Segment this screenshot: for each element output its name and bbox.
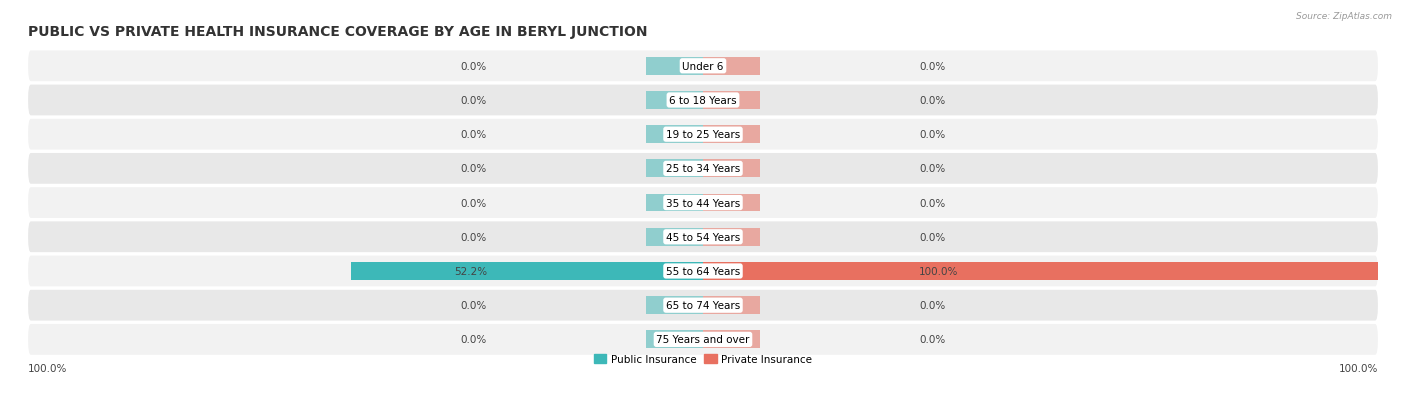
Bar — [645, 160, 703, 178]
Text: 0.0%: 0.0% — [920, 164, 945, 174]
Bar — [703, 331, 761, 349]
Bar — [645, 297, 703, 314]
Text: 65 to 74 Years: 65 to 74 Years — [666, 300, 740, 311]
Text: 0.0%: 0.0% — [920, 130, 945, 140]
FancyBboxPatch shape — [28, 290, 1378, 321]
Legend: Public Insurance, Private Insurance: Public Insurance, Private Insurance — [593, 354, 813, 365]
Text: 0.0%: 0.0% — [920, 300, 945, 311]
Text: 0.0%: 0.0% — [461, 198, 486, 208]
Text: 0.0%: 0.0% — [920, 335, 945, 344]
Text: 100.0%: 100.0% — [920, 266, 959, 276]
FancyBboxPatch shape — [28, 85, 1378, 116]
Text: 0.0%: 0.0% — [461, 232, 486, 242]
Bar — [350, 262, 703, 280]
Bar — [703, 194, 761, 212]
Text: 45 to 54 Years: 45 to 54 Years — [666, 232, 740, 242]
Text: 25 to 34 Years: 25 to 34 Years — [666, 164, 740, 174]
Text: PUBLIC VS PRIVATE HEALTH INSURANCE COVERAGE BY AGE IN BERYL JUNCTION: PUBLIC VS PRIVATE HEALTH INSURANCE COVER… — [28, 25, 648, 39]
Text: 0.0%: 0.0% — [461, 62, 486, 71]
Text: 0.0%: 0.0% — [461, 335, 486, 344]
Text: 0.0%: 0.0% — [920, 198, 945, 208]
FancyBboxPatch shape — [28, 324, 1378, 355]
Bar — [703, 160, 761, 178]
Text: Under 6: Under 6 — [682, 62, 724, 71]
Text: Source: ZipAtlas.com: Source: ZipAtlas.com — [1296, 12, 1392, 21]
FancyBboxPatch shape — [28, 222, 1378, 253]
Bar — [703, 228, 761, 246]
FancyBboxPatch shape — [28, 51, 1378, 82]
Text: 100.0%: 100.0% — [1339, 363, 1378, 373]
Text: 0.0%: 0.0% — [461, 300, 486, 311]
Text: 0.0%: 0.0% — [461, 130, 486, 140]
Bar — [703, 92, 761, 109]
Bar — [645, 331, 703, 349]
Bar — [645, 92, 703, 109]
Bar — [703, 297, 761, 314]
Text: 55 to 64 Years: 55 to 64 Years — [666, 266, 740, 276]
Bar — [645, 126, 703, 144]
Bar — [703, 262, 1378, 280]
Text: 0.0%: 0.0% — [920, 232, 945, 242]
Text: 0.0%: 0.0% — [920, 96, 945, 106]
Text: 52.2%: 52.2% — [454, 266, 486, 276]
Text: 0.0%: 0.0% — [461, 96, 486, 106]
FancyBboxPatch shape — [28, 154, 1378, 184]
Bar — [703, 126, 761, 144]
Bar — [645, 228, 703, 246]
Text: 0.0%: 0.0% — [920, 62, 945, 71]
Text: 100.0%: 100.0% — [28, 363, 67, 373]
Text: 19 to 25 Years: 19 to 25 Years — [666, 130, 740, 140]
Text: 75 Years and over: 75 Years and over — [657, 335, 749, 344]
Text: 0.0%: 0.0% — [461, 164, 486, 174]
Text: 35 to 44 Years: 35 to 44 Years — [666, 198, 740, 208]
Bar — [645, 58, 703, 76]
Text: 6 to 18 Years: 6 to 18 Years — [669, 96, 737, 106]
FancyBboxPatch shape — [28, 119, 1378, 150]
FancyBboxPatch shape — [28, 256, 1378, 287]
FancyBboxPatch shape — [28, 188, 1378, 218]
Bar — [703, 58, 761, 76]
Bar — [645, 194, 703, 212]
